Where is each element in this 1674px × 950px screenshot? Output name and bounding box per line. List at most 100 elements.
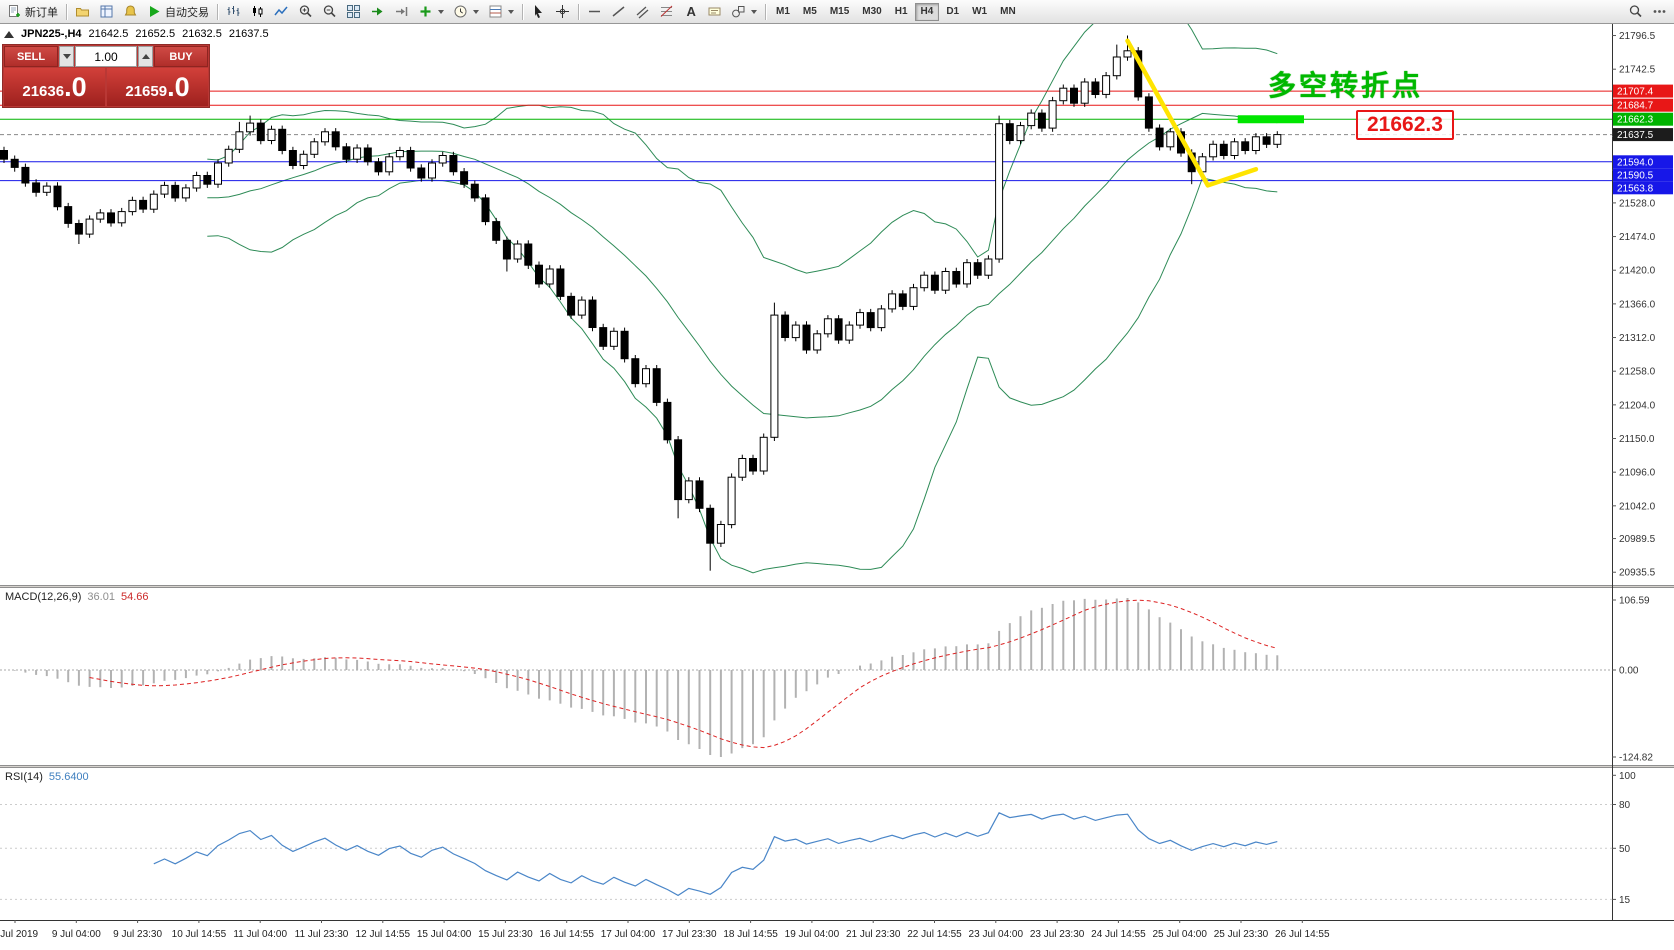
volume-decrease-button[interactable] bbox=[59, 46, 74, 67]
price-tick: 21204.0 bbox=[1619, 400, 1656, 411]
panel-splitter[interactable] bbox=[0, 765, 1674, 768]
macd-label: MACD(12,26,9) 36.01 54.66 bbox=[5, 591, 148, 603]
macd-histogram bbox=[13, 598, 1279, 757]
chevron-down-icon bbox=[473, 9, 479, 14]
timeframe-m15[interactable]: M15 bbox=[824, 3, 855, 21]
price-tick: 21742.5 bbox=[1619, 65, 1656, 76]
time-label: 16 Jul 14:55 bbox=[539, 929, 594, 940]
volume-input[interactable] bbox=[75, 46, 137, 67]
timeframe-mn[interactable]: MN bbox=[994, 3, 1022, 21]
channel-tool-button[interactable] bbox=[631, 2, 654, 22]
macd-tick: 0.00 bbox=[1619, 666, 1639, 677]
chart-shift-button[interactable] bbox=[390, 2, 413, 22]
time-label: 9 Jul 04:00 bbox=[52, 929, 101, 940]
line-chart-icon bbox=[274, 4, 289, 19]
rsi-name: RSI(14) bbox=[5, 771, 43, 783]
time-label: 23 Jul 23:30 bbox=[1030, 929, 1085, 940]
bar-chart-button[interactable] bbox=[222, 2, 245, 22]
text-label-icon bbox=[707, 4, 722, 19]
time-label: 15 Jul 23:30 bbox=[478, 929, 533, 940]
time-label: 26 Jul 14:55 bbox=[1275, 929, 1330, 940]
timeframe-h4[interactable]: H4 bbox=[914, 2, 940, 21]
profiles-button[interactable] bbox=[71, 2, 94, 22]
line-chart-button[interactable] bbox=[270, 2, 293, 22]
panel-splitter[interactable] bbox=[0, 585, 1674, 588]
fibonacci-icon bbox=[659, 4, 674, 19]
text-tool-button[interactable]: A bbox=[679, 2, 702, 22]
trendline-tool-button[interactable] bbox=[607, 2, 630, 22]
new-order-button[interactable]: 新订单 bbox=[3, 2, 62, 22]
price-callout[interactable]: 21662.3 bbox=[1356, 110, 1454, 140]
timeframe-h1[interactable]: H1 bbox=[889, 3, 914, 21]
yellow-trend-annotation[interactable] bbox=[1125, 38, 1259, 188]
autotrading-label: 自动交易 bbox=[165, 6, 209, 19]
collapse-trade-panel-icon[interactable] bbox=[4, 30, 14, 38]
chevron-down-icon bbox=[751, 9, 757, 14]
chart-shift-icon bbox=[394, 4, 409, 19]
toolbar-separator bbox=[217, 3, 218, 20]
cursor-button[interactable] bbox=[527, 2, 550, 22]
axis-price-label-21662.3: 21662.3 bbox=[1613, 112, 1673, 126]
periods-button[interactable] bbox=[449, 2, 483, 22]
time-label: 9 Jul 23:30 bbox=[113, 929, 162, 940]
data-window-icon bbox=[99, 4, 114, 19]
toolbar-separator bbox=[578, 3, 579, 20]
timeframe-m5[interactable]: M5 bbox=[797, 3, 823, 21]
sell-price-main: 21636 bbox=[22, 83, 65, 100]
clock-icon bbox=[453, 4, 468, 19]
data-window-button[interactable] bbox=[95, 2, 118, 22]
time-label: 12 Jul 14:55 bbox=[356, 929, 411, 940]
time-label: 21 Jul 23:30 bbox=[846, 929, 901, 940]
candlestick-chart-button[interactable] bbox=[246, 2, 269, 22]
buy-button[interactable]: BUY bbox=[154, 46, 208, 67]
timeframe-d1[interactable]: D1 bbox=[940, 3, 965, 21]
shapes-tool-button[interactable] bbox=[727, 2, 761, 22]
alerts-button[interactable] bbox=[119, 2, 142, 22]
buy-price[interactable]: 21659.0 bbox=[107, 68, 208, 106]
sell-price[interactable]: 21636.0 bbox=[4, 68, 105, 106]
time-label: 10 Jul 14:55 bbox=[172, 929, 227, 940]
sell-button[interactable]: SELL bbox=[4, 46, 58, 67]
tile-windows-button[interactable] bbox=[342, 2, 365, 22]
volume-increase-button[interactable] bbox=[138, 46, 153, 67]
sell-price-frac: .0 bbox=[64, 72, 87, 102]
indicators-plus-icon bbox=[418, 4, 433, 19]
search-button[interactable] bbox=[1624, 2, 1647, 22]
zoom-out-button[interactable] bbox=[318, 2, 341, 22]
indicators-button[interactable] bbox=[414, 2, 448, 22]
time-label: 18 Jul 14:55 bbox=[723, 929, 778, 940]
timeframe-m1[interactable]: M1 bbox=[770, 3, 796, 21]
templates-button[interactable] bbox=[484, 2, 518, 22]
horizontal-line-tool-button[interactable] bbox=[583, 2, 606, 22]
zoom-out-icon bbox=[322, 4, 337, 19]
price-tick: 21258.0 bbox=[1619, 367, 1656, 378]
more-button[interactable] bbox=[1648, 2, 1671, 22]
time-label: 8 Jul 2019 bbox=[0, 929, 39, 940]
autotrading-button[interactable]: 自动交易 bbox=[143, 2, 213, 22]
crosshair-icon bbox=[555, 4, 570, 19]
axis-price-label-21684.7: 21684.7 bbox=[1613, 98, 1673, 112]
svg-text:21707.4: 21707.4 bbox=[1617, 87, 1654, 98]
macd-value-main: 36.01 bbox=[87, 591, 115, 603]
axis-price-label-21637.5: 21637.5 bbox=[1613, 128, 1673, 142]
macd-value-signal: 54.66 bbox=[120, 591, 149, 603]
timeframe-w1[interactable]: W1 bbox=[966, 3, 993, 21]
templates-icon bbox=[488, 4, 503, 19]
chevron-up-icon bbox=[141, 54, 150, 59]
time-label: 15 Jul 04:00 bbox=[417, 929, 472, 940]
turning-point-annotation[interactable]: 多空转折点 bbox=[1268, 70, 1424, 101]
label-tool-button[interactable] bbox=[703, 2, 726, 22]
rsi-tick: 100 bbox=[1619, 771, 1636, 782]
chevron-down-icon bbox=[62, 54, 71, 59]
auto-scroll-button[interactable] bbox=[366, 2, 389, 22]
svg-text:A: A bbox=[687, 4, 697, 19]
rsi-tick: 50 bbox=[1619, 844, 1631, 855]
zoom-in-button[interactable] bbox=[294, 2, 317, 22]
crosshair-button[interactable] bbox=[551, 2, 574, 22]
rsi-line bbox=[153, 812, 1278, 897]
fibonacci-tool-button[interactable] bbox=[655, 2, 678, 22]
buy-price-main: 21659 bbox=[125, 83, 168, 100]
timeframe-m30[interactable]: M30 bbox=[856, 3, 887, 21]
